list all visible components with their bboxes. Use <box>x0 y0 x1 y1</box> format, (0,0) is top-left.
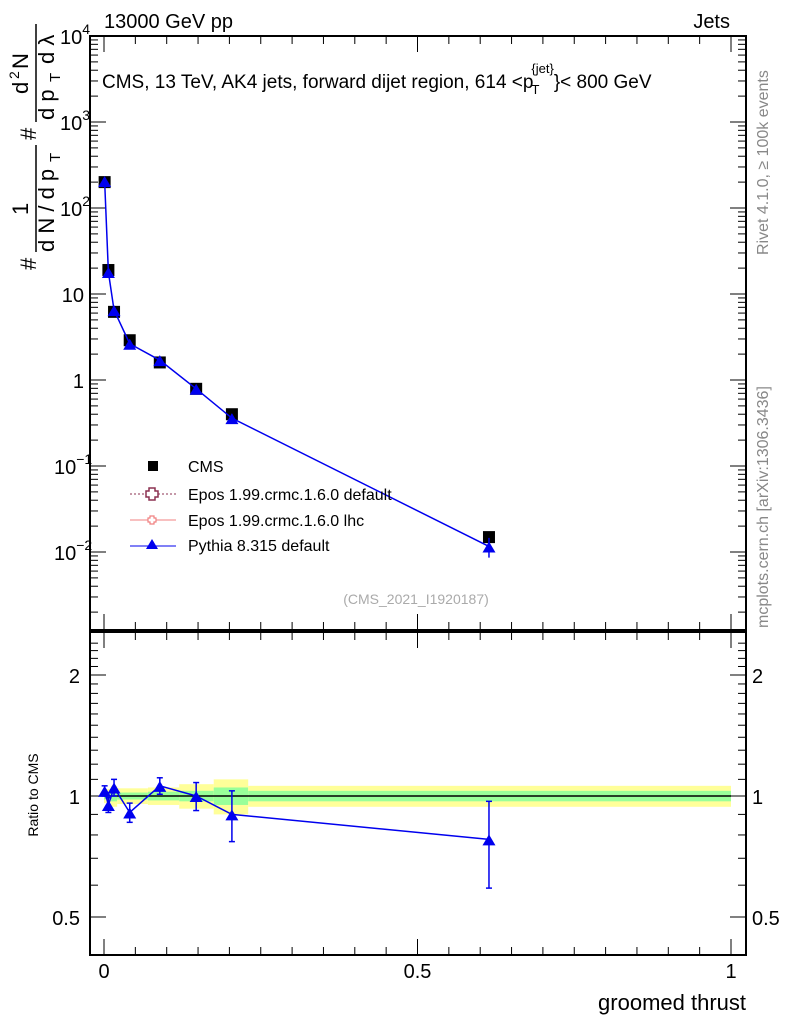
legend-epos-lhc-label: Epos 1.99.crmc.1.6.0 lhc <box>188 513 364 530</box>
y-tick-label: 102 <box>60 193 90 221</box>
plot-title: CMS, 13 TeV, AK4 jets, forward dijet reg… <box>102 61 652 97</box>
x-tick-label: 0.5 <box>404 961 432 983</box>
pythia-line <box>103 180 490 548</box>
mcplots-label: mcplots.cern.ch [arXiv:1306.3436] <box>755 386 772 628</box>
ratio-y-tick-label: 0.5 <box>52 908 80 930</box>
svg-text:T: T <box>47 153 64 162</box>
x-tick-label: 1 <box>725 961 736 983</box>
analysis-watermark: (CMS_2021_I1920187) <box>343 591 489 607</box>
ratio-y-tick-label-right: 1 <box>752 787 763 809</box>
pythia-ratio-point <box>107 782 121 794</box>
svg-text:T: T <box>47 73 64 82</box>
cms-data-point <box>482 531 495 544</box>
y-tick-label: 104 <box>60 21 90 49</box>
pythia-data-point <box>98 176 112 188</box>
pythia-data-point <box>225 413 239 425</box>
svg-text:d N / d p: d N / d p <box>34 169 59 252</box>
y-tick-label: 10−2 <box>54 537 92 565</box>
legend-epos-default-label: Epos 1.99.crmc.1.6.0 default <box>188 487 392 504</box>
legend-cms-marker <box>148 461 158 471</box>
svg-text:d: d <box>8 82 33 94</box>
legend-pythia-label: Pythia 8.315 default <box>188 538 330 555</box>
legend: CMS Epos 1.99.crmc.1.6.0 default Epos 1.… <box>130 459 392 555</box>
ratio-y-tick-label-right: 0.5 <box>752 908 780 930</box>
ratio-y-label: Ratio to CMS <box>25 753 41 836</box>
data-marks <box>98 176 496 889</box>
pythia-data-point <box>482 541 496 553</box>
legend-epos-lhc-marker <box>147 515 157 525</box>
pythia-data-point <box>189 383 203 395</box>
svg-text:1: 1 <box>8 203 33 215</box>
svg-text:#: # <box>16 257 41 270</box>
legend-epos-default-marker <box>145 487 159 501</box>
legend-pythia-marker <box>146 539 158 549</box>
x-axis-label: groomed thrust <box>598 990 746 1015</box>
header-left: 13000 GeV pp <box>104 11 233 33</box>
y-tick-exponent: −1 <box>76 451 92 467</box>
pythia-data-point <box>101 267 115 279</box>
pythia-ratio-point <box>123 807 137 819</box>
pythia-ratio-point <box>153 780 167 792</box>
y-tick-label: 10 <box>62 285 84 307</box>
y-tick-exponent: −2 <box>76 537 92 553</box>
svg-text:#: # <box>16 127 41 140</box>
x-tick-label: 0 <box>98 961 109 983</box>
pythia-ratio-point <box>225 809 239 821</box>
ratio-y-tick-label-right: 2 <box>752 666 763 688</box>
y-tick-exponent: 2 <box>82 193 90 209</box>
y-tick-label: 103 <box>60 107 90 135</box>
y-tick-label: 1 <box>73 371 84 393</box>
svg-text:d λ: d λ <box>34 35 59 64</box>
svg-text:N: N <box>8 53 33 69</box>
rivet-label: Rivet 4.1.0, ≥ 100k events <box>755 70 772 255</box>
pythia-data-point <box>153 355 167 367</box>
pythia-ratio-point <box>98 785 112 797</box>
pythia-ratio-point <box>101 799 115 811</box>
pythia-ratio-point <box>482 834 496 846</box>
pythia-data-point <box>123 338 137 350</box>
pythia-ratio-point <box>189 791 203 802</box>
y-tick-label: 10−1 <box>54 451 92 479</box>
legend-cms-label: CMS <box>188 459 224 476</box>
ratio-bands <box>104 779 731 815</box>
header-right: Jets <box>693 11 730 33</box>
ratio-y-tick-label: 1 <box>69 787 80 809</box>
svg-text:d p: d p <box>34 89 59 120</box>
ratio-y-tick-label: 2 <box>69 666 80 688</box>
y-axis-label: # 1 d N / d p T # d 2 N d p T d λ <box>6 24 64 270</box>
y-tick-exponent: 3 <box>82 107 90 123</box>
y-tick-exponent: 4 <box>82 21 90 37</box>
pythia-data-point <box>107 305 121 317</box>
svg-text:2: 2 <box>6 71 22 79</box>
